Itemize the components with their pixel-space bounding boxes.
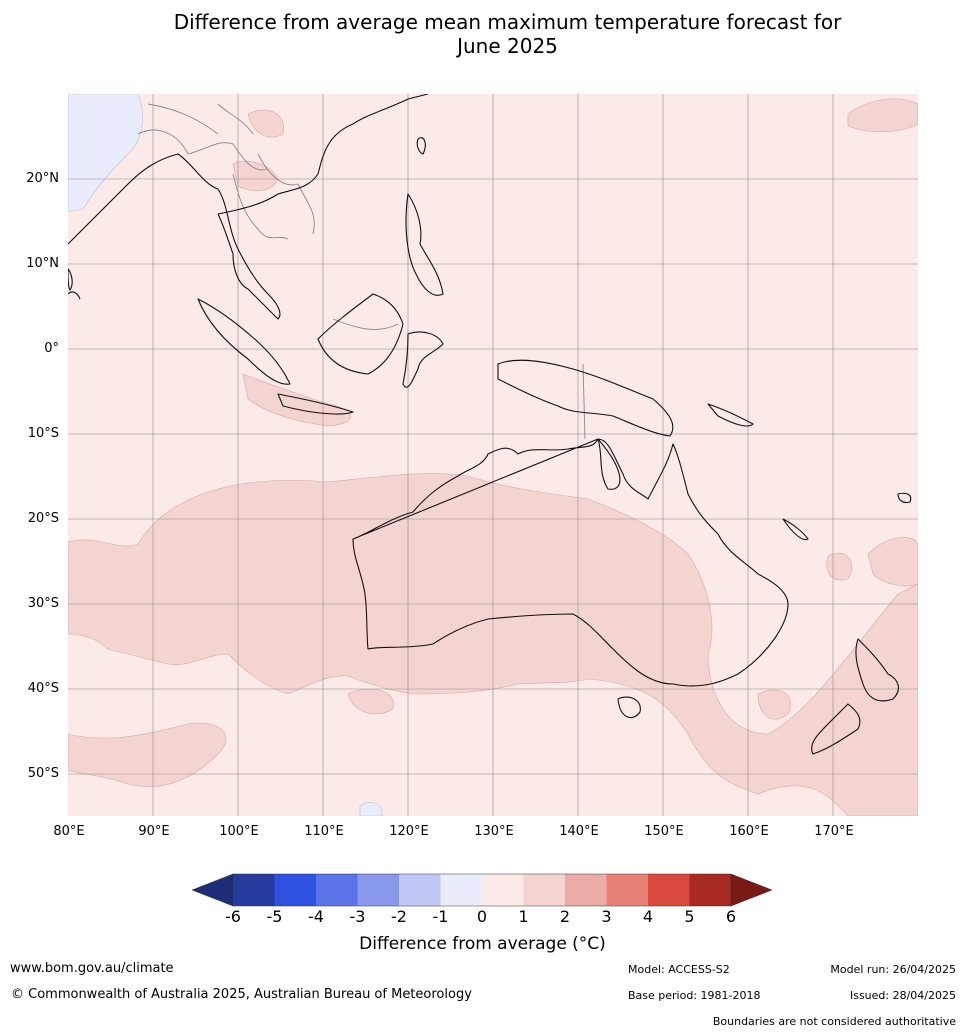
colorbar-tick: -3	[349, 907, 366, 926]
anomaly-minus-1-to-0-regions	[68, 94, 383, 816]
coast-new-caledonia	[782, 518, 809, 541]
colorbar-tick: 5	[684, 907, 695, 926]
title-line-1: Difference from average mean maximum tem…	[173, 10, 842, 34]
map-graticule	[68, 94, 918, 816]
lat-label-0: 0°	[44, 341, 59, 356]
coast-sulawesi	[402, 331, 444, 388]
lat-label-10n: 10°N	[26, 256, 59, 271]
colorbar-bin	[689, 874, 731, 906]
title-line-2: June 2025	[457, 34, 558, 58]
colorbar-bin	[648, 874, 690, 906]
colorbar-bin	[357, 874, 399, 906]
chart-title: Difference from average mean maximum tem…	[0, 10, 965, 58]
colorbar-tick: 1	[518, 907, 529, 926]
anomaly-region-south-indian-ocean	[68, 722, 227, 787]
lon-label-130e: 130°E	[474, 824, 514, 839]
country-borders	[137, 103, 586, 440]
copyright-text: © Commonwealth of Australia 2025, Austra…	[11, 987, 472, 1002]
lon-label-100e: 100°E	[219, 824, 259, 839]
coast-fiji	[897, 492, 912, 504]
lon-label-140e: 140°E	[559, 824, 599, 839]
lat-label-10s: 10°S	[27, 426, 59, 441]
lon-label-160e: 160°E	[729, 824, 769, 839]
colorbar-tick: 0	[476, 907, 488, 926]
lat-label-40s: 40°S	[27, 681, 59, 696]
anomaly-region-northeast-pacific	[847, 98, 918, 133]
anomaly-region-tasman-south	[757, 689, 791, 720]
coast-asia-mainland	[68, 94, 429, 320]
lon-label-150e: 150°E	[644, 824, 684, 839]
coast-taiwan	[416, 137, 426, 155]
lon-label-170e: 170°E	[814, 824, 854, 839]
coast-java	[277, 393, 354, 415]
colorbar-tick: 2	[559, 907, 571, 926]
colorbar-tick: 4	[642, 907, 654, 926]
colorbar-bin	[565, 874, 607, 906]
colorbar	[191, 873, 774, 907]
coast-sumatra	[197, 298, 291, 385]
issued-date: Issued: 28/04/2025	[849, 989, 956, 1002]
forecast-map	[68, 94, 918, 816]
anomaly-region-southern-ocean	[359, 802, 383, 816]
boundaries-disclaimer: Boundaries are not considered authoritat…	[712, 1015, 956, 1028]
coast-tasmania	[617, 696, 641, 719]
colorbar-bin	[274, 874, 316, 906]
coastlines	[68, 94, 912, 755]
coast-borneo	[317, 293, 404, 375]
coast-new-guinea	[497, 359, 674, 437]
colorbar-label: Difference from average (°C)	[359, 934, 606, 954]
lat-label-20s: 20°S	[27, 511, 59, 526]
anomaly-region-south-china	[247, 109, 285, 138]
colorbar-bin	[440, 874, 482, 906]
coast-nz-south	[811, 703, 861, 755]
coast-australia	[352, 438, 789, 687]
lat-label-20n: 20°N	[26, 171, 59, 186]
colorbar-bin	[523, 874, 565, 906]
model-run-date: Model run: 26/04/2025	[830, 963, 956, 976]
colorbar-tick: -2	[391, 907, 407, 926]
colorbar-tick: -6	[225, 907, 241, 926]
coast-philippines	[405, 193, 444, 296]
colorbar-under-arrow	[191, 873, 234, 907]
lon-label-80e: 80°E	[53, 824, 85, 839]
colorbar-bin	[316, 874, 358, 906]
lon-label-120e: 120°E	[389, 824, 429, 839]
website-link[interactable]: www.bom.gov.au/climate	[10, 961, 174, 976]
lon-label-110e: 110°E	[304, 824, 344, 839]
base-period: Base period: 1981-2018	[628, 989, 761, 1002]
colorbar-bin	[606, 874, 648, 906]
coast-solomon	[707, 403, 754, 427]
coast-nz-north	[855, 638, 899, 702]
lat-label-30s: 30°S	[27, 596, 59, 611]
colorbar-bin	[399, 874, 441, 906]
anomaly-region-india	[68, 94, 143, 213]
coast-sri-lanka	[68, 268, 73, 291]
colorbar-tick: 3	[601, 907, 612, 926]
coast-india-east	[68, 291, 81, 300]
lat-label-50s: 50°S	[27, 766, 59, 781]
colorbar-bin	[233, 874, 275, 906]
colorbar-tick: -1	[432, 907, 449, 926]
model-name: Model: ACCESS-S2	[628, 963, 730, 976]
colorbar-bin	[482, 874, 524, 906]
colorbar-tick: 6	[725, 907, 737, 926]
lon-label-90e: 90°E	[138, 824, 170, 839]
anomaly-region-southwest-pacific	[867, 537, 918, 587]
colorbar-tick: -5	[266, 907, 283, 926]
colorbar-tick: -4	[308, 907, 324, 926]
colorbar-over-arrow	[730, 873, 773, 907]
